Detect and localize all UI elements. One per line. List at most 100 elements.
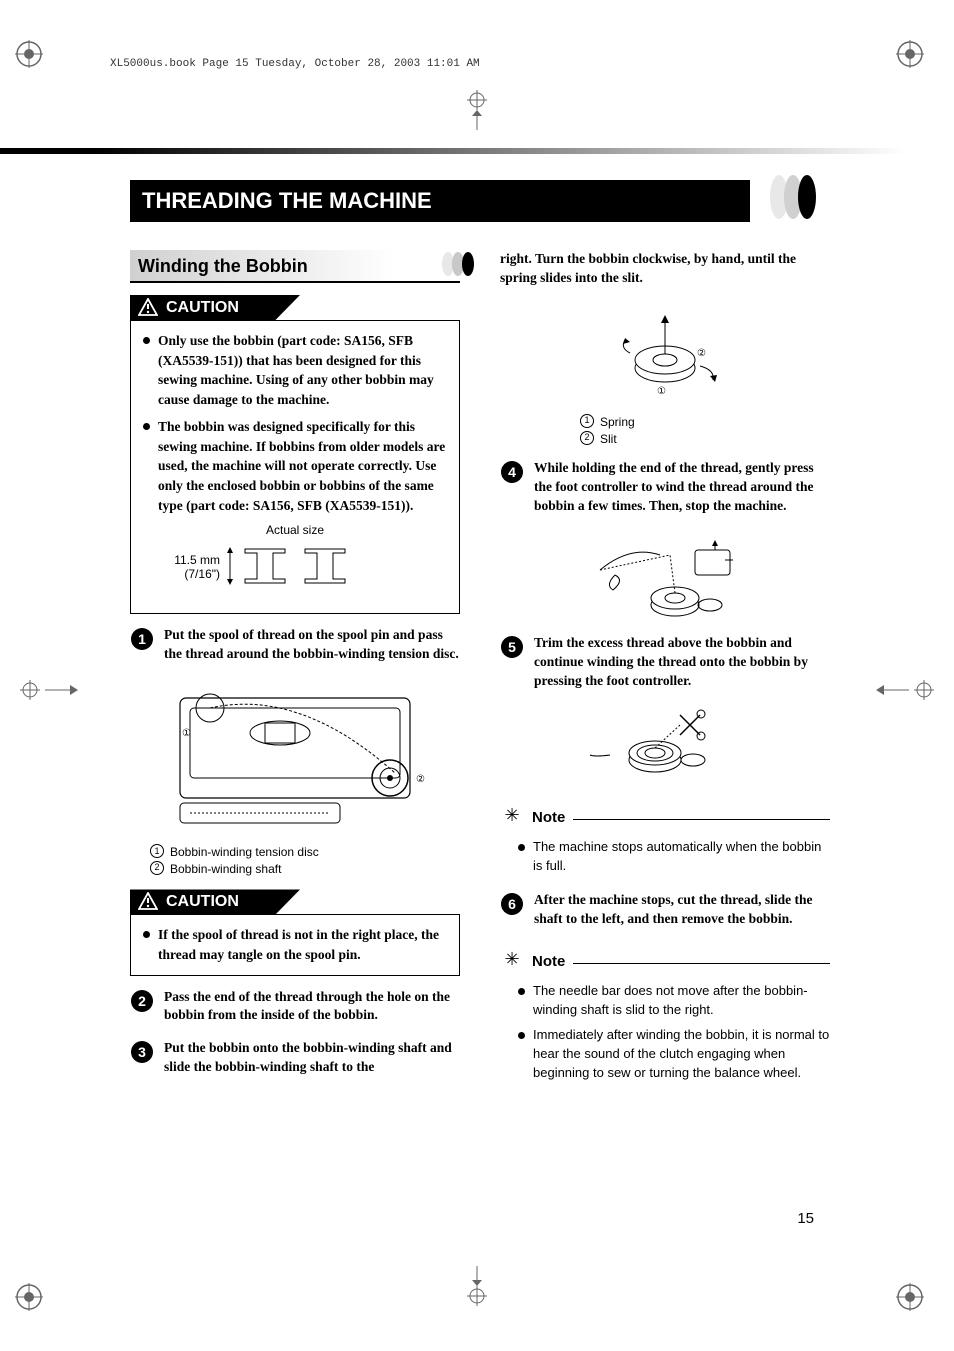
svg-text:✳: ✳ bbox=[504, 805, 519, 825]
main-title: THREADING THE MACHINE bbox=[130, 180, 750, 222]
svg-text:✳: ✳ bbox=[504, 949, 519, 969]
caution-block-1: CAUTION Only use the bobbin (part code: … bbox=[130, 295, 460, 614]
step-number-icon: 1 bbox=[130, 627, 154, 651]
note-label: Note bbox=[532, 953, 565, 970]
left-column: Winding the Bobbin CAUTION Only use the … bbox=[130, 250, 460, 1091]
crop-mark-top-right bbox=[896, 40, 924, 73]
header-gradient-bar bbox=[0, 148, 954, 154]
page-content: THREADING THE MACHINE Winding the Bobbin… bbox=[130, 180, 830, 1091]
svg-text:6: 6 bbox=[508, 896, 516, 912]
step-number-icon: 4 bbox=[500, 460, 524, 484]
note-rule bbox=[573, 963, 830, 964]
step-number-icon: 6 bbox=[500, 892, 524, 916]
bullet-icon bbox=[143, 931, 150, 938]
warning-icon bbox=[138, 892, 158, 915]
step-text: Put the spool of thread on the spool pin… bbox=[164, 626, 460, 664]
svg-text:②: ② bbox=[416, 774, 425, 785]
figure-4 bbox=[500, 705, 830, 785]
callout-number-icon: 1 bbox=[150, 844, 164, 858]
note-header-1: ✳ Note bbox=[500, 803, 830, 832]
note-text: The machine stops automatically when the… bbox=[533, 838, 830, 876]
caution-box-1: Only use the bobbin (part code: SA156, S… bbox=[130, 320, 460, 614]
crop-mark-top-left bbox=[15, 40, 43, 73]
bobbin-svg bbox=[225, 541, 365, 591]
registration-mark-right bbox=[874, 680, 934, 705]
bullet-icon bbox=[518, 1032, 525, 1039]
warning-icon bbox=[138, 298, 158, 321]
title-ornament-icon bbox=[765, 175, 820, 225]
note-text: Immediately after winding the bobbin, it… bbox=[533, 1026, 830, 1083]
callout-number-icon: 2 bbox=[580, 431, 594, 445]
callout-text: Slit bbox=[600, 431, 617, 448]
note-item: Immediately after winding the bobbin, it… bbox=[518, 1026, 830, 1083]
figure-1-callouts: 1 Bobbin-winding tension disc 2 Bobbin-win… bbox=[150, 844, 460, 878]
caution-item: The bobbin was designed specifically for… bbox=[143, 417, 447, 515]
section-title: Winding the Bobbin bbox=[130, 250, 460, 283]
note-label: Note bbox=[532, 809, 565, 826]
figure-2: ① ② 1Spring 2Slit bbox=[500, 298, 830, 448]
crop-mark-bottom-left bbox=[15, 1283, 43, 1316]
step-3: 3 Put the bobbin onto the bobbin-winding… bbox=[130, 1039, 460, 1077]
registration-mark-left bbox=[20, 680, 80, 705]
step-text: While holding the end of the thread, gen… bbox=[534, 459, 830, 516]
step-text: After the machine stops, cut the thread,… bbox=[534, 891, 830, 929]
step-number-icon: 5 bbox=[500, 635, 524, 659]
svg-text:4: 4 bbox=[508, 464, 516, 480]
caution-text: The bobbin was designed specifically for… bbox=[158, 417, 447, 515]
note-icon: ✳ bbox=[500, 947, 524, 976]
bobbin-size-diagram: Actual size 11.5 mm (7/16") bbox=[143, 523, 447, 591]
callout-text: Bobbin-winding tension disc bbox=[170, 844, 319, 861]
step-6: 6 After the machine stops, cut the threa… bbox=[500, 891, 830, 929]
step-number-icon: 3 bbox=[130, 1040, 154, 1064]
svg-text:3: 3 bbox=[138, 1044, 146, 1060]
crop-mark-bottom-right bbox=[896, 1283, 924, 1316]
callout-number-icon: 2 bbox=[150, 861, 164, 875]
bobbin-dimension: 11.5 mm (7/16") bbox=[165, 553, 220, 581]
step-3-continuation: right. Turn the bobbin clockwise, by han… bbox=[500, 250, 830, 288]
section-title-text: Winding the Bobbin bbox=[138, 256, 308, 276]
caution-item: If the spool of thread is not in the rig… bbox=[143, 925, 447, 964]
svg-text:2: 2 bbox=[138, 993, 146, 1009]
figure-2-callouts: 1Spring 2Slit bbox=[580, 414, 830, 448]
caution-header: CAUTION bbox=[130, 295, 300, 321]
note-icon: ✳ bbox=[500, 803, 524, 832]
bullet-icon bbox=[143, 423, 150, 430]
caution-box-2: If the spool of thread is not in the rig… bbox=[130, 914, 460, 975]
step-number-icon: 2 bbox=[130, 989, 154, 1013]
note-1-list: The machine stops automatically when the… bbox=[500, 838, 830, 876]
page-header-meta: XL5000us.book Page 15 Tuesday, October 2… bbox=[110, 58, 480, 70]
figure-3 bbox=[500, 530, 830, 630]
actual-size-label: Actual size bbox=[266, 523, 324, 537]
registration-mark-top-center bbox=[467, 90, 487, 135]
caution-label: CAUTION bbox=[166, 299, 239, 316]
page-number: 15 bbox=[797, 1210, 814, 1227]
note-item: The needle bar does not move after the b… bbox=[518, 982, 830, 1020]
svg-text:①: ① bbox=[657, 386, 666, 397]
caution-label: CAUTION bbox=[166, 893, 239, 910]
caution-text: Only use the bobbin (part code: SA156, S… bbox=[158, 331, 447, 409]
note-rule bbox=[573, 819, 830, 820]
caution-header: CAUTION bbox=[130, 889, 300, 915]
step-2: 2 Pass the end of the thread through the… bbox=[130, 988, 460, 1026]
step-text: Trim the excess thread above the bobbin … bbox=[534, 634, 830, 691]
note-item: The machine stops automatically when the… bbox=[518, 838, 830, 876]
caution-text: If the spool of thread is not in the rig… bbox=[158, 925, 447, 964]
step-1: 1 Put the spool of thread on the spool p… bbox=[130, 626, 460, 664]
callout-text: Bobbin-winding shaft bbox=[170, 861, 281, 878]
step-5: 5 Trim the excess thread above the bobbi… bbox=[500, 634, 830, 691]
note-text: The needle bar does not move after the b… bbox=[533, 982, 830, 1020]
registration-mark-bottom-center bbox=[467, 1266, 487, 1311]
figure-1: ① ② 1 Bobbin-winding tension disc 2 Bobbin… bbox=[130, 678, 460, 878]
svg-text:5: 5 bbox=[508, 639, 516, 655]
bullet-icon bbox=[143, 337, 150, 344]
caution-block-2: CAUTION If the spool of thread is not in… bbox=[130, 889, 460, 975]
caution-item: Only use the bobbin (part code: SA156, S… bbox=[143, 331, 447, 409]
main-title-text: THREADING THE MACHINE bbox=[142, 188, 432, 213]
step-text: Put the bobbin onto the bobbin-winding s… bbox=[164, 1039, 460, 1077]
note-2-list: The needle bar does not move after the b… bbox=[500, 982, 830, 1082]
svg-text:1: 1 bbox=[138, 631, 146, 647]
bullet-icon bbox=[518, 988, 525, 995]
note-header-2: ✳ Note bbox=[500, 947, 830, 976]
svg-text:①: ① bbox=[182, 728, 191, 739]
right-column: right. Turn the bobbin clockwise, by han… bbox=[500, 250, 830, 1091]
